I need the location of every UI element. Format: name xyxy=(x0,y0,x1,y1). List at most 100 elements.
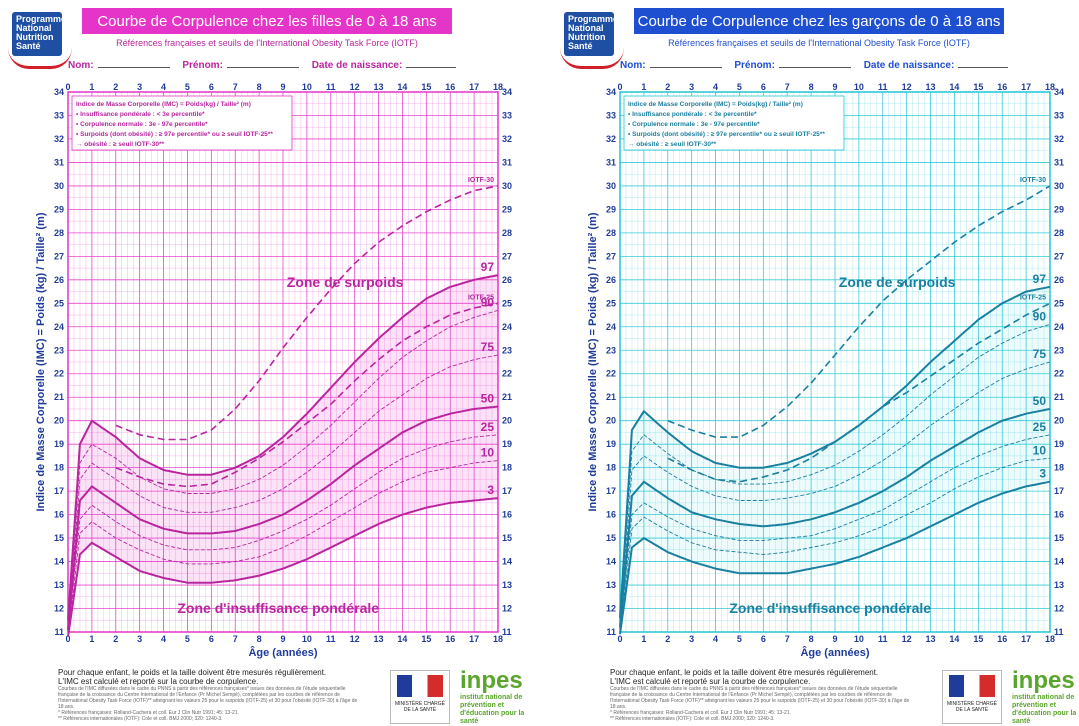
y-tick-label: 19 xyxy=(606,439,616,449)
x-tick-label-top: 10 xyxy=(302,82,312,92)
inpes-logo: inpes institut national de prévention et… xyxy=(460,668,530,726)
y-tick-label: 24 xyxy=(606,322,616,332)
legend-box xyxy=(71,95,293,151)
date-naissance-field[interactable] xyxy=(958,67,1009,68)
ministry-logo: MINISTÈRE CHARGÉ DE LA SANTÉ xyxy=(942,670,1002,724)
legend-entry: • Surpoids (dont obésité) : ≥ 97e percen… xyxy=(628,131,825,138)
y-axis-label: Indice de Masse Corporelle (IMC) = Poids… xyxy=(587,212,599,511)
y-tick-label-right: 22 xyxy=(1054,369,1064,379)
y-tick-label-right: 31 xyxy=(502,157,512,167)
percentile-line xyxy=(619,457,1051,633)
percentile-label: 3 xyxy=(1039,467,1046,481)
y-tick-label: 13 xyxy=(54,580,64,590)
y-tick-label-right: 19 xyxy=(502,439,512,449)
percentile-line xyxy=(67,354,499,628)
iotf-label: IOTF-25 xyxy=(1020,294,1046,301)
y-tick-label: 28 xyxy=(606,228,616,238)
inpes-tag: institut national de prévention et d'édu… xyxy=(1012,694,1077,725)
y-tick-label: 25 xyxy=(54,298,64,308)
chart-subtitle: Références françaises et seuils de l'Int… xyxy=(668,38,970,48)
y-tick-label: 33 xyxy=(606,110,616,120)
y-tick-label: 18 xyxy=(606,463,616,473)
y-tick-label: 11 xyxy=(606,627,616,637)
ministry-text: MINISTÈRE CHARGÉ DE LA SANTÉ xyxy=(946,701,997,713)
x-tick-label-top: 1 xyxy=(89,82,94,92)
y-tick-label-right: 29 xyxy=(502,204,512,214)
y-tick-label-right: 20 xyxy=(1054,416,1064,426)
footer-ref: * Références françaises: Rolland-Cachera… xyxy=(610,710,791,716)
prenom-field[interactable] xyxy=(778,67,851,68)
y-tick-label-right: 20 xyxy=(502,416,512,426)
prenom-field[interactable] xyxy=(226,67,299,68)
logo-swoosh-icon xyxy=(560,48,624,69)
nom-field[interactable] xyxy=(97,67,170,68)
percentile-line xyxy=(67,274,499,621)
y-tick-label-right: 18 xyxy=(1054,463,1064,473)
percentile-line xyxy=(67,405,499,630)
y-tick-label-right: 19 xyxy=(1054,439,1064,449)
pnns-logo: Programme National Nutrition Santé xyxy=(560,8,630,70)
y-tick-label-right: 17 xyxy=(1054,486,1064,496)
y-tick-label-right: 21 xyxy=(1054,392,1064,402)
y-tick-label-right: 16 xyxy=(1054,510,1064,520)
y-tick-label-right: 24 xyxy=(1054,322,1064,332)
x-tick-label: 16 xyxy=(997,634,1007,644)
x-tick-label-top: 14 xyxy=(397,82,407,92)
inpes-label: inpes xyxy=(1012,667,1075,694)
y-tick-label: 15 xyxy=(54,533,64,543)
y-tick-label-right: 34 xyxy=(1054,87,1064,97)
y-tick-label: 31 xyxy=(54,157,64,167)
date-naissance-field[interactable] xyxy=(406,67,457,68)
y-tick-label: 18 xyxy=(54,463,64,473)
pnns-logo: Programme National Nutrition Santé xyxy=(8,8,78,70)
percentile-label: 90 xyxy=(481,295,495,309)
x-tick-label: 10 xyxy=(854,634,864,644)
footer-text: Pour chaque enfant, le poids et la taill… xyxy=(610,668,910,722)
y-tick-label-right: 12 xyxy=(502,604,512,614)
y-tick-label-right: 16 xyxy=(502,510,512,520)
y-tick-label: 13 xyxy=(606,580,616,590)
x-axis-label: Âge (années) xyxy=(800,646,869,659)
x-tick-label-top: 0 xyxy=(65,82,70,92)
x-tick-label: 17 xyxy=(469,634,479,644)
chart-title: Courbe de Corpulence chez les garçons de… xyxy=(634,8,1004,34)
x-tick-label: 16 xyxy=(445,634,455,644)
logo-swoosh-icon xyxy=(8,48,72,69)
ministry-text: MINISTÈRE CHARGÉ DE LA SANTÉ xyxy=(394,701,445,713)
footer-ref: ** Références internationales (IOTF): Co… xyxy=(610,716,775,722)
y-tick-label-right: 28 xyxy=(502,228,512,238)
x-tick-label-top: 9 xyxy=(832,82,837,92)
x-tick-label-top: 8 xyxy=(809,82,814,92)
x-tick-label: 0 xyxy=(617,634,622,644)
date-naissance-label: Date de naissance: xyxy=(863,60,955,71)
percentile-label: 10 xyxy=(1033,443,1047,457)
ministry-logo: MINISTÈRE CHARGÉ DE LA SANTÉ xyxy=(390,670,450,724)
y-tick-label-right: 26 xyxy=(502,275,512,285)
legend-entry: → obésité : ≥ seuil IOTF-30** xyxy=(628,141,717,148)
y-axis-label: Indice de Masse Corporelle (IMC) = Poids… xyxy=(35,212,47,511)
y-tick-label-right: 29 xyxy=(1054,204,1064,214)
nom-field[interactable] xyxy=(649,67,722,68)
y-tick-label: 28 xyxy=(54,228,64,238)
y-tick-label: 12 xyxy=(54,604,64,614)
y-tick-label-right: 27 xyxy=(1054,251,1064,261)
girls-sheet: Programme National Nutrition Santé Courb… xyxy=(8,0,528,726)
percentile-label: 90 xyxy=(1033,309,1047,323)
legend-entry: Indice de Masse Corporelle (IMC) = Poids… xyxy=(76,101,251,108)
y-tick-label-right: 15 xyxy=(1054,533,1064,543)
x-tick-label: 2 xyxy=(113,634,118,644)
zone-overweight-label: Zone de surpoids xyxy=(839,274,956,290)
y-tick-label: 20 xyxy=(606,416,616,426)
y-tick-label: 24 xyxy=(54,322,64,332)
x-tick-label-top: 0 xyxy=(617,82,622,92)
y-tick-label: 26 xyxy=(54,275,64,285)
y-tick-label: 25 xyxy=(606,298,616,308)
footer-line: L'IMC est calculé et reporté sur la cour… xyxy=(58,677,259,686)
percentile-line xyxy=(619,480,1051,635)
x-tick-label: 15 xyxy=(973,634,983,644)
logo-line: Santé xyxy=(568,41,593,51)
x-tick-label-top: 15 xyxy=(421,82,431,92)
y-tick-label-right: 15 xyxy=(502,533,512,543)
percentile-line xyxy=(619,285,1051,618)
x-tick-label: 5 xyxy=(185,634,190,644)
